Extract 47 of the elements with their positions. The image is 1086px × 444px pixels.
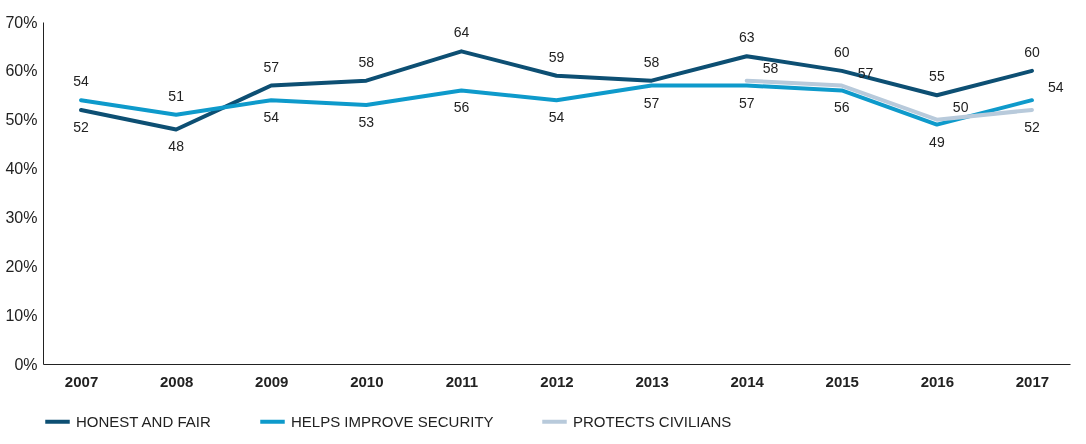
data-label: 57 (738, 94, 755, 111)
data-label: 64 (453, 24, 470, 41)
data-label: 50 (952, 98, 969, 115)
x-tick-label: 2013 (635, 372, 669, 390)
x-tick-label: 2011 (445, 372, 479, 390)
data-label: 56 (833, 99, 850, 116)
legend-label: PROTECTS CIVILIANS (573, 412, 732, 430)
legend-label: HONEST AND FAIR (76, 412, 211, 430)
data-label: 63 (738, 29, 755, 46)
data-label: 60 (1024, 43, 1040, 60)
data-label: 54 (73, 73, 90, 90)
x-tick-label: 2017 (1015, 372, 1050, 390)
data-label: 59 (548, 48, 565, 65)
data-label: 53 (358, 114, 375, 131)
x-tick-label: 2015 (825, 372, 859, 390)
data-label: 54 (1047, 79, 1064, 96)
data-label: 57 (643, 94, 660, 111)
data-label: 57 (263, 58, 280, 75)
x-tick-label: 2008 (159, 372, 194, 390)
data-label: 54 (548, 109, 565, 126)
x-tick-label: 2016 (920, 372, 955, 390)
data-label: 58 (762, 59, 779, 76)
x-tick-label: 2014 (730, 372, 765, 390)
x-tick-label: 2012 (540, 372, 574, 390)
data-label: 48 (168, 138, 185, 155)
x-tick-label: 2009 (255, 372, 289, 390)
data-label: 58 (358, 53, 375, 70)
data-label: 54 (263, 109, 280, 126)
x-tick-label: 2010 (350, 372, 384, 390)
y-tick-label: 50% (5, 111, 38, 129)
data-label: 49 (929, 133, 945, 150)
y-tick-label: 0% (14, 355, 38, 373)
y-tick-label: 10% (5, 306, 38, 324)
x-tick-label: 2007 (64, 372, 99, 390)
data-label: 58 (643, 53, 660, 70)
y-tick-label: 40% (5, 160, 38, 178)
y-tick-label: 60% (5, 62, 38, 80)
legend-label: HELPS IMPROVE SECURITY (291, 412, 494, 430)
y-tick-label: 30% (5, 208, 38, 226)
y-tick-label: 20% (5, 257, 38, 275)
data-label: 55 (929, 68, 945, 85)
data-label: 52 (73, 118, 90, 135)
data-label: 52 (1024, 118, 1040, 135)
data-label: 60 (833, 43, 850, 60)
y-tick-label: 70% (5, 13, 38, 31)
data-label: 56 (453, 99, 470, 116)
data-label: 51 (168, 87, 185, 104)
